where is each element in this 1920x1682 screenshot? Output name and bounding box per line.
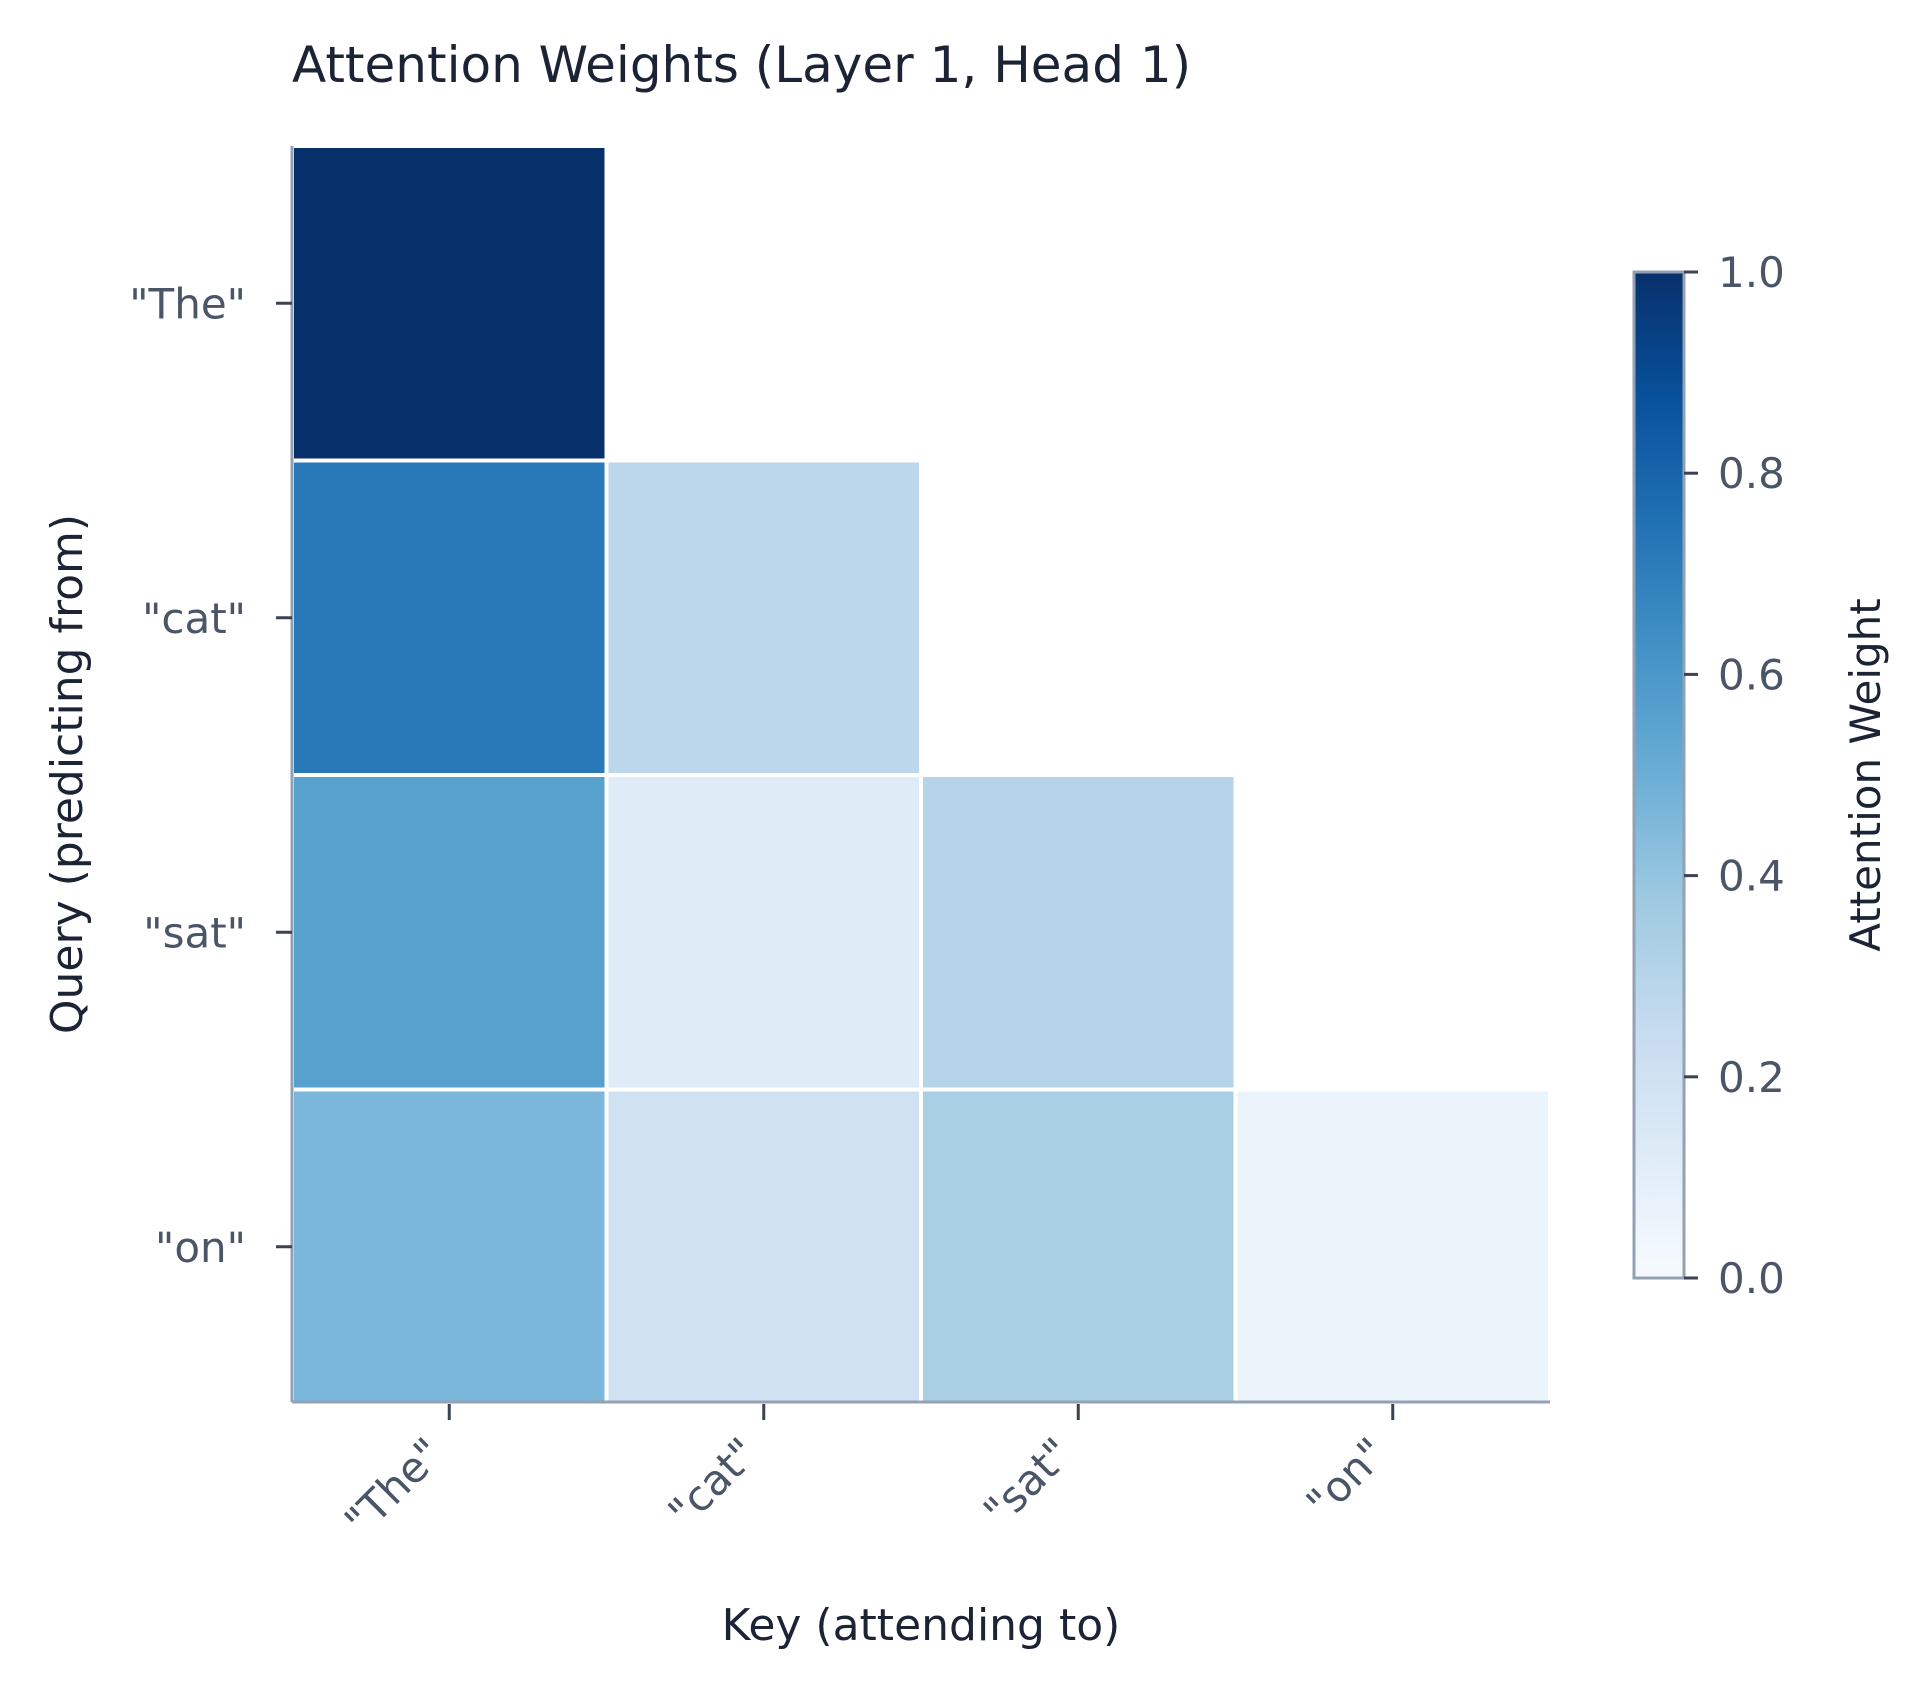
heatmap-cell <box>290 144 609 463</box>
heatmap-cell <box>919 773 1238 1092</box>
x-tick-label: "on" <box>1297 1428 1396 1527</box>
colorbar-tick-label: 0.0 <box>1718 1254 1785 1303</box>
heatmap-cell <box>604 773 923 1092</box>
heatmap-cell <box>919 1087 1238 1406</box>
colorbar-ticks: 0.0 0.2 0.4 0.6 0.8 1.0 <box>1684 248 1785 1303</box>
x-tick-label: "cat" <box>659 1428 767 1536</box>
colorbar-tick-label: 0.2 <box>1718 1053 1785 1102</box>
colorbar-tick-label: 0.8 <box>1718 449 1785 498</box>
heatmap-cell <box>604 1087 923 1406</box>
y-axis-ticks: "The" "cat" "sat" "on" <box>129 279 292 1272</box>
heatmap-cell <box>290 458 609 777</box>
colorbar-label: Attention Weight <box>1841 598 1890 952</box>
chart-title: Attention Weights (Layer 1, Head 1) <box>292 36 1191 94</box>
x-tick-label: "The" <box>335 1428 452 1545</box>
heatmap-cells <box>290 144 1552 1406</box>
heatmap-cell <box>290 773 609 1092</box>
colorbar-tick-label: 0.4 <box>1718 852 1785 901</box>
y-tick-label: "cat" <box>142 594 246 643</box>
heatmap-cell <box>290 1087 609 1406</box>
x-tick-label: "sat" <box>974 1428 1081 1535</box>
heatmap-cell <box>1233 1087 1552 1406</box>
y-tick-label: "sat" <box>143 908 246 957</box>
y-tick-label: "The" <box>129 279 246 328</box>
heatmap-cell <box>604 458 923 777</box>
colorbar: 0.0 0.2 0.4 0.6 0.8 1.0 Attention Weight <box>1632 248 1890 1303</box>
y-axis-label: Query (predicting from) <box>42 514 93 1034</box>
x-axis-ticks: "The" "cat" "sat" "on" <box>335 1404 1396 1546</box>
x-axis-label: Key (attending to) <box>722 1600 1121 1651</box>
colorbar-gradient <box>1632 270 1686 1280</box>
colorbar-tick-label: 0.6 <box>1718 650 1785 699</box>
y-tick-label: "on" <box>155 1223 246 1272</box>
colorbar-tick-label: 1.0 <box>1718 248 1785 297</box>
